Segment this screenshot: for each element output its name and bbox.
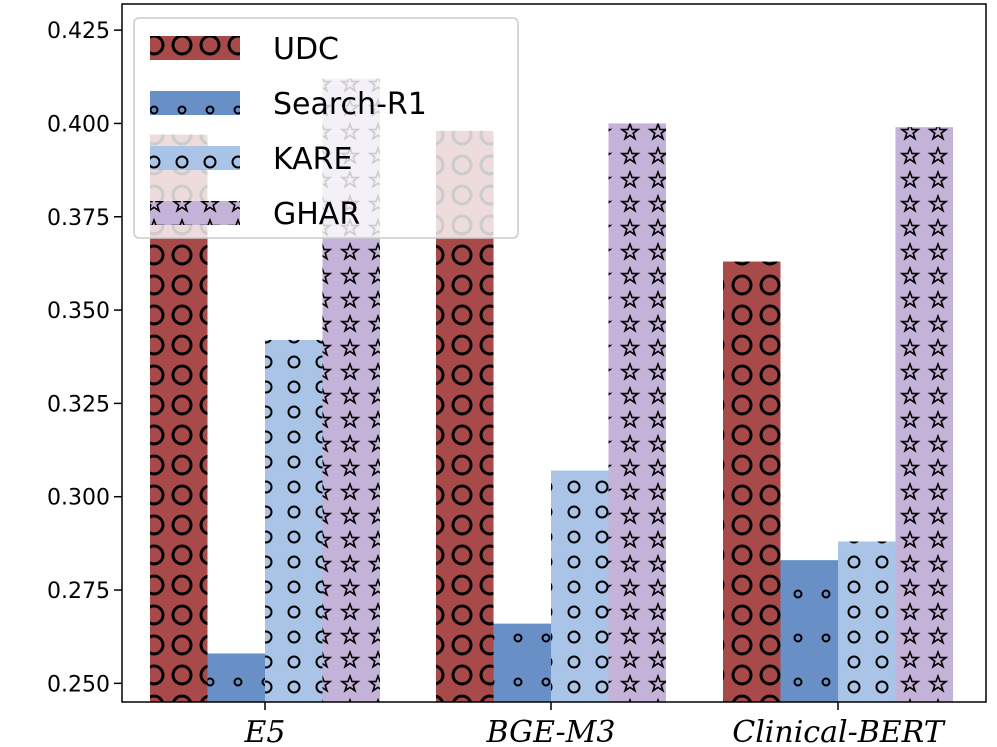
- legend-swatch-hatch: [150, 91, 240, 115]
- bar-hatch: [723, 261, 781, 702]
- legend-label-ghar: GHAR: [273, 197, 360, 232]
- plot-frame: [121, 3, 987, 703]
- bar-hatch: [780, 560, 838, 702]
- y-tick-label: 0.275: [47, 579, 110, 604]
- bar-hatch: [207, 653, 265, 702]
- bar-hatch: [895, 127, 953, 703]
- x-tick-label: Clinical-BERT: [732, 715, 945, 747]
- bar-hatch: [838, 541, 896, 702]
- legend-swatch-hatch: [150, 36, 240, 60]
- y-tick-label: 0.350: [47, 299, 110, 324]
- y-tick-label: 0.375: [47, 206, 110, 231]
- x-axis: E5 BGE-M3 Clinical-BERT: [244, 702, 946, 747]
- legend-box: [133, 17, 519, 239]
- bar-hatch: [265, 339, 323, 702]
- legend-label-search-r1: Search-R1: [273, 87, 427, 122]
- y-tick-label: 0.400: [47, 112, 110, 137]
- legend-swatch-hatch: [150, 201, 240, 225]
- legend-label-kare: KARE: [273, 142, 352, 177]
- legend-label-udc: UDC: [273, 32, 339, 67]
- legend-swatch-hatch: [150, 146, 240, 170]
- x-tick-label: BGE-M3: [486, 715, 616, 747]
- bar-hatch: [551, 470, 609, 702]
- y-tick-label: 0.300: [47, 486, 110, 511]
- y-axis: 0.250 0.275 0.300 0.325 0.350 0.375 0.400 0.425: [47, 19, 122, 697]
- legend: UDC Search-R1 KARE GHAR: [133, 17, 519, 239]
- y-tick-label: 0.250: [47, 672, 110, 697]
- bar-hatch: [608, 123, 666, 702]
- bar-hatch: [493, 623, 551, 702]
- y-tick-label: 0.425: [47, 19, 110, 44]
- x-tick-label: E5: [244, 715, 286, 747]
- y-tick-label: 0.325: [47, 392, 110, 417]
